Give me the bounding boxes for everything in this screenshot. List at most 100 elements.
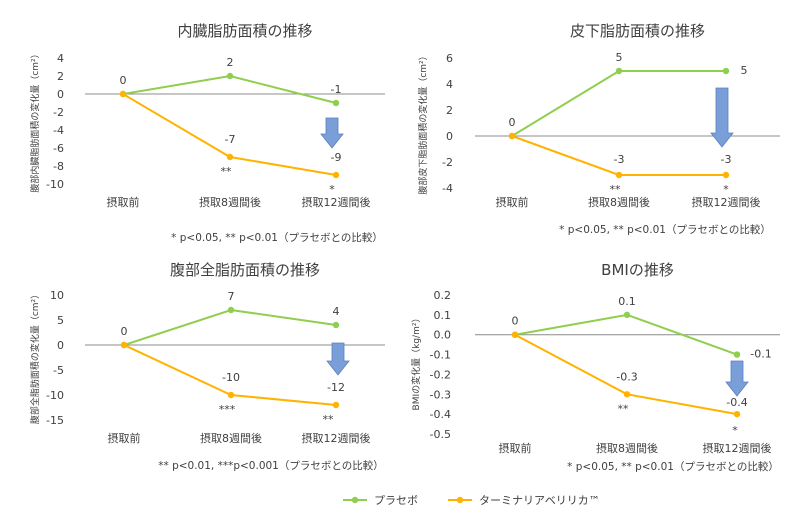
data-label: -3	[721, 153, 732, 166]
down-arrow-icon	[320, 117, 344, 149]
legend-label: ターミナリアベリリカ™	[479, 494, 600, 507]
data-label: -3	[614, 153, 625, 166]
y-axis-label: 腹部全脂肪面積の変化量（cm²）	[29, 290, 41, 424]
data-point-terminalia	[733, 410, 741, 418]
y-tick-label: 6	[446, 52, 453, 65]
y-tick-label: 0.2	[434, 289, 452, 302]
data-label: 7	[228, 290, 235, 303]
y-tick-label: -0.2	[430, 368, 451, 381]
chart-title: 腹部全脂肪面積の推移	[170, 261, 320, 279]
x-tick-label: 摂取前	[107, 195, 140, 209]
data-label: 0.1	[618, 295, 636, 308]
chart-title: 内臓脂肪面積の推移	[177, 22, 312, 40]
y-tick-label: -6	[53, 142, 64, 155]
y-tick-label: 2	[446, 104, 453, 117]
significance-marker: **	[323, 413, 335, 426]
data-point-placebo	[227, 306, 235, 314]
y-tick-label: 0	[57, 339, 64, 352]
y-tick-label: -0.1	[430, 349, 451, 362]
data-label: 4	[333, 305, 340, 318]
y-tick-label: 10	[50, 289, 64, 302]
data-label: -7	[225, 133, 236, 146]
footnote: * p<0.05, ** p<0.01（プラセボとの比較）	[559, 223, 771, 236]
data-label: -12	[327, 381, 345, 394]
y-tick-label: 5	[57, 314, 64, 327]
data-point-placebo	[615, 67, 623, 75]
y-tick-label: -8	[53, 160, 64, 173]
series-line-placebo	[511, 70, 726, 137]
y-tick-label: -10	[46, 178, 64, 191]
x-tick-label: 摂取12週間後	[302, 195, 371, 209]
chart-title: 皮下脂肪面積の推移	[570, 22, 705, 40]
data-label: -10	[222, 371, 240, 384]
data-label: -9	[331, 151, 342, 164]
down-arrow-icon	[710, 87, 734, 148]
data-label: -0.4	[726, 396, 747, 409]
data-label: -0.3	[616, 370, 637, 383]
significance-marker: **	[618, 402, 630, 415]
y-tick-label: 0.0	[434, 329, 452, 342]
significance-marker: *	[329, 183, 335, 196]
x-tick-label: 摂取12週間後	[703, 441, 772, 455]
footnote: * p<0.05, ** p<0.01（プラセボとの比較）	[171, 231, 383, 244]
series-line-placebo	[123, 308, 337, 346]
y-tick-label: -4	[53, 124, 64, 137]
y-tick-label: 4	[446, 78, 453, 91]
data-label: 0	[512, 315, 519, 328]
data-label: -0.1	[750, 348, 771, 361]
chart-title: BMIの推移	[601, 261, 674, 279]
significance-marker: **	[610, 183, 622, 196]
y-tick-label: 2	[57, 70, 64, 83]
footnote: * p<0.05, ** p<0.01（プラセボとの比較）	[567, 460, 779, 473]
chart-panel-4: BMIの推移 BMIの変化量（kg/m²） 0.2 0.1 0.0 -0.1 -0.2 -0.…	[410, 261, 780, 473]
y-tick-label: 0	[57, 88, 64, 101]
x-tick-label: 摂取8週間後	[200, 431, 262, 445]
y-axis-label: 腹部皮下脂肪面積の変化量（cm²）	[417, 51, 429, 194]
down-arrow-icon	[326, 342, 350, 376]
y-tick-label: 0.1	[434, 309, 452, 322]
series-line-placebo	[122, 74, 337, 104]
data-label: -1	[331, 83, 342, 96]
legend-marker	[351, 496, 359, 504]
down-arrow-icon	[725, 360, 749, 397]
y-axis-label: 腹部内臓脂肪面積の変化量（cm²）	[29, 49, 41, 192]
data-point-terminalia	[120, 341, 128, 349]
significance-marker: *	[732, 424, 738, 437]
data-point-terminalia	[119, 90, 127, 98]
significance-marker: *	[723, 183, 729, 196]
legend-marker	[456, 496, 464, 504]
x-tick-label: 摂取12週間後	[302, 431, 371, 445]
data-point-terminalia	[227, 391, 235, 399]
data-point-placebo	[332, 321, 340, 329]
data-point-terminalia	[615, 171, 623, 179]
x-tick-label: 摂取8週間後	[596, 441, 658, 455]
data-point-terminalia	[511, 331, 519, 338]
y-tick-label: -2	[53, 106, 64, 119]
y-tick-label: -2	[442, 156, 453, 169]
y-tick-label: -0.5	[430, 428, 451, 441]
data-label: 0	[121, 325, 128, 338]
y-tick-label: -5	[53, 364, 64, 377]
y-tick-label: -0.3	[430, 388, 451, 401]
data-point-terminalia	[332, 171, 340, 179]
y-tick-label: 4	[57, 52, 64, 65]
x-tick-label: 摂取前	[496, 195, 529, 209]
legend: プラセボ ターミナリアベリリカ™	[343, 494, 600, 507]
x-tick-label: 摂取前	[499, 441, 532, 455]
x-tick-label: 摂取前	[108, 431, 141, 445]
data-point-terminalia	[722, 171, 730, 179]
y-tick-label: -0.4	[430, 408, 451, 421]
data-point-placebo	[623, 311, 631, 319]
x-tick-label: 摂取8週間後	[199, 195, 261, 209]
data-label: 2	[227, 56, 234, 69]
y-axis-label: BMIの変化量（kg/m²）	[410, 314, 422, 411]
data-label: 5	[741, 64, 748, 77]
data-point-terminalia	[332, 401, 340, 409]
significance-marker: **	[221, 165, 233, 178]
y-tick-label: -15	[46, 414, 64, 427]
data-point-placebo	[332, 99, 340, 107]
x-tick-label: 摂取8週間後	[588, 195, 650, 209]
